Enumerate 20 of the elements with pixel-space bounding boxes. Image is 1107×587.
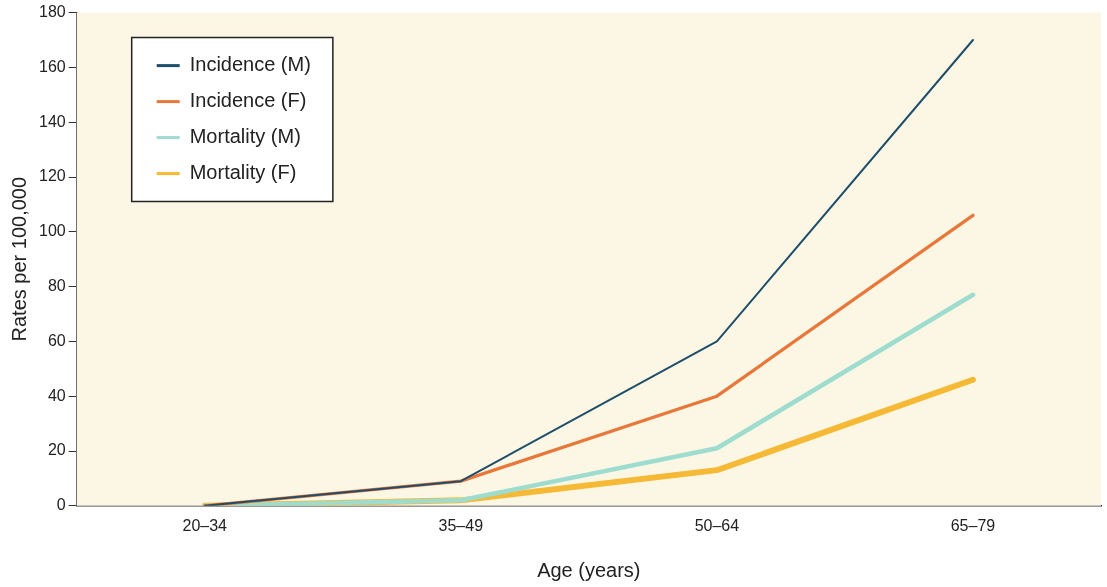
x-tick-label: 35–49	[438, 516, 484, 534]
x-tick-label: 65–79	[950, 516, 996, 534]
y-tick-label: 100	[38, 222, 66, 240]
legend-label: Incidence (F)	[189, 89, 307, 112]
y-tick-label: 60	[47, 331, 66, 349]
y-axis-title: Rates per 100,000	[7, 176, 30, 342]
y-tick-label: 0	[56, 496, 66, 514]
x-tick-label: 50–64	[694, 516, 740, 534]
legend-label: Mortality (M)	[189, 125, 301, 148]
y-tick-label: 180	[38, 3, 66, 21]
legend-label: Mortality (F)	[189, 161, 297, 184]
y-tick-label: 20	[47, 441, 66, 459]
legend-label: Incidence (M)	[189, 53, 311, 76]
y-tick-label: 80	[47, 277, 66, 295]
x-tick-label: 20–34	[182, 516, 228, 534]
y-tick-label: 120	[38, 167, 66, 185]
y-tick-label: 140	[38, 112, 66, 130]
y-tick-label: 40	[47, 386, 66, 404]
y-tick-label: 160	[38, 57, 66, 75]
x-axis-title: Age (years)	[537, 558, 641, 581]
